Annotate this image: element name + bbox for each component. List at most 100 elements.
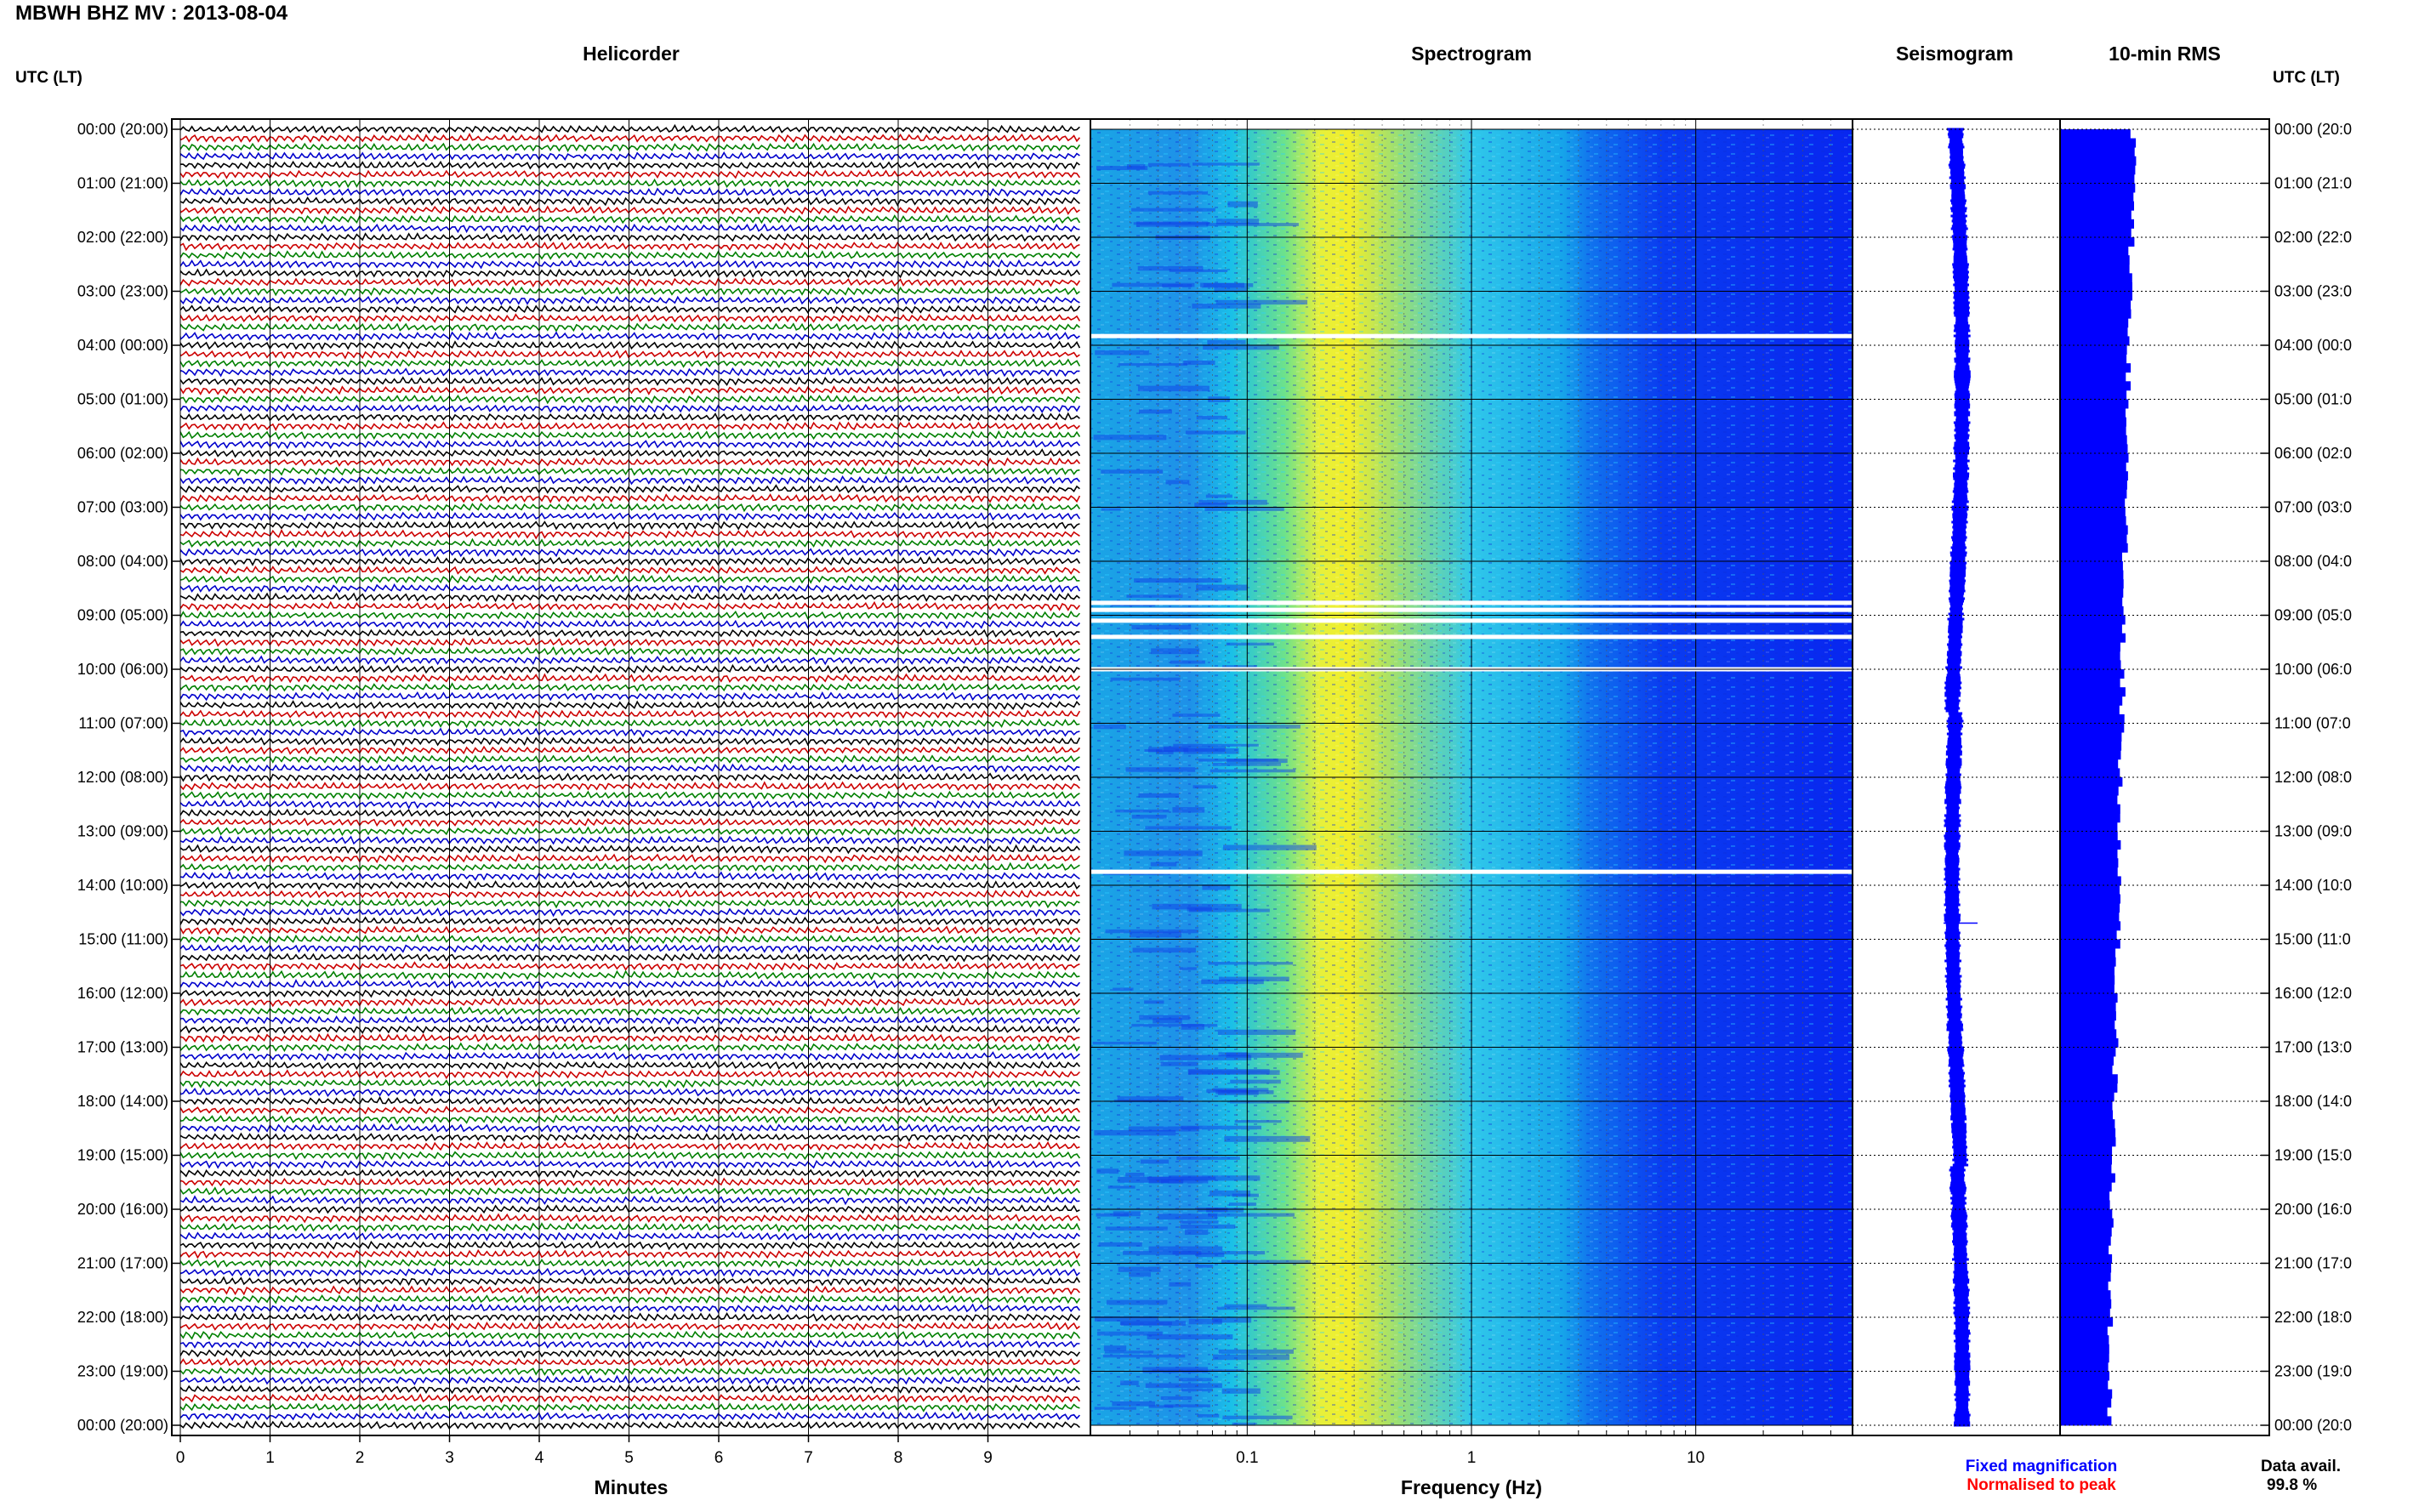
rms-bar — [2060, 588, 2124, 598]
spectrogram-streak — [1226, 1052, 1303, 1058]
hour-label-left: 19:00 (15:00) — [77, 1147, 168, 1164]
rms-bar — [2060, 948, 2116, 958]
spectrogram-streak — [1169, 269, 1228, 272]
rms-bar — [2060, 138, 2137, 148]
hour-label-right: 22:00 (18:0 — [2274, 1309, 2352, 1326]
spectrogram-streak — [1234, 1120, 1282, 1123]
spectrogram-streak — [1210, 1190, 1251, 1197]
hour-label-left: 08:00 (04:00) — [77, 553, 168, 570]
rms-bar — [2060, 426, 2126, 436]
rms-bar — [2060, 642, 2120, 652]
rms-bar — [2060, 1218, 2114, 1228]
rms-bar — [2060, 1182, 2112, 1192]
hour-label-right: 16:00 (12:0 — [2274, 985, 2352, 1002]
rms-bar — [2060, 1353, 2109, 1363]
spectrogram-streak — [1158, 1214, 1217, 1220]
helicorder-panel — [171, 118, 1091, 1436]
spectrogram-streak — [1222, 665, 1257, 668]
rms-bar — [2060, 173, 2135, 184]
minute-tick-label: 3 — [445, 1449, 454, 1467]
rms-bar — [2060, 1335, 2109, 1345]
rms-bar — [2060, 750, 2121, 760]
rms-bar — [2060, 1029, 2117, 1039]
minute-tick-label: 7 — [804, 1449, 813, 1467]
rms-bar — [2060, 975, 2115, 985]
rms-bar — [2060, 759, 2119, 769]
hour-label-left: 07:00 (03:00) — [77, 499, 168, 516]
spectrogram-streak — [1156, 750, 1174, 755]
spectrogram-streak — [1221, 1388, 1261, 1394]
rms-bar — [2060, 1173, 2115, 1183]
spectrogram-streak — [1137, 265, 1204, 271]
rms-bar — [2060, 389, 2127, 400]
rms-bar — [2060, 939, 2120, 949]
hour-label-right: 19:00 (15:0 — [2274, 1147, 2352, 1164]
rms-bar — [2060, 327, 2128, 337]
spectrogram-streak — [1160, 1179, 1209, 1184]
rms-bar — [2060, 246, 2129, 256]
rms-bar — [2060, 605, 2124, 616]
minute-tick-label: 1 — [265, 1449, 275, 1467]
rms-bar — [2060, 543, 2128, 553]
spectrogram-streak — [1179, 967, 1197, 970]
rms-bar — [2060, 579, 2124, 589]
minute-tick-label: 8 — [894, 1449, 903, 1467]
hour-label-left: 16:00 (12:00) — [77, 985, 168, 1002]
minute-tick-label: 4 — [535, 1449, 544, 1467]
hour-label-right: 03:00 (23:0 — [2274, 283, 2352, 300]
rms-bar — [2060, 633, 2126, 643]
legend-normalised-to-peak: Normalised to peak — [1967, 1476, 2116, 1494]
spectrogram-streak — [1096, 1168, 1119, 1174]
spectrogram-streak — [1126, 594, 1183, 598]
spectrogram-streak — [1173, 743, 1259, 747]
hour-label-right: 18:00 (14:0 — [2274, 1093, 2352, 1110]
spectrogram-streak — [1105, 929, 1198, 934]
rms-bar — [2060, 471, 2128, 481]
rms-bar — [2060, 821, 2118, 832]
rms-bar — [2060, 435, 2127, 445]
spectrogram-streak — [1096, 166, 1148, 170]
hour-label-right: 13:00 (09:0 — [2274, 823, 2352, 840]
spectrogram-streak — [1185, 1229, 1209, 1236]
spectrogram-streak — [1232, 1422, 1255, 1426]
plot-title: MBWH BHZ MV : 2013-08-04 — [15, 2, 288, 25]
spectrogram-streak — [1212, 763, 1281, 766]
spectrogram-streak — [1113, 987, 1134, 991]
spectrogram-streak — [1176, 1157, 1240, 1160]
rms-bar — [2060, 1083, 2118, 1093]
rms-bar — [2060, 291, 2132, 301]
spectrogram-title: Spectrogram — [1411, 43, 1532, 65]
hour-label-right: 14:00 (10:0 — [2274, 877, 2352, 894]
spectrogram-streak — [1192, 303, 1261, 309]
spectrogram-streak — [1185, 430, 1246, 435]
spectrogram-streak — [1112, 282, 1195, 287]
hour-label-left: 06:00 (02:00) — [77, 445, 168, 462]
spectrogram-streak — [1196, 1253, 1225, 1258]
spectrogram-streak — [1140, 1159, 1170, 1164]
rms-bar — [2060, 552, 2122, 562]
spectrogram-streak — [1098, 1242, 1142, 1247]
spectrogram-streak — [1113, 1211, 1141, 1217]
legend-fixed-magnification: Fixed magnification — [1965, 1458, 2118, 1475]
spectrogram-streak — [1147, 1334, 1233, 1339]
hour-label-right: 12:00 (08:0 — [2274, 769, 2352, 786]
hour-label-right: 09:00 (05:0 — [2274, 607, 2352, 624]
rms-bar — [2060, 984, 2114, 994]
spectrogram-streak — [1215, 219, 1260, 225]
spectrogram-streak — [1120, 1321, 1186, 1327]
spectrogram-streak — [1218, 1052, 1249, 1057]
spectrogram-streak — [1170, 660, 1205, 664]
hour-label-left: 09:00 (05:00) — [77, 607, 168, 624]
rms-bar — [2060, 237, 2135, 247]
spectrogram-streak — [1212, 1088, 1269, 1092]
hour-label-right: 20:00 (16:0 — [2274, 1201, 2352, 1218]
hour-label-right: 21:00 (17:0 — [2274, 1255, 2352, 1272]
spectrogram-streak — [1110, 677, 1181, 681]
spectrogram-streak — [1145, 826, 1232, 830]
rms-bar — [2060, 1299, 2112, 1309]
spectrogram-streak — [1183, 361, 1215, 366]
rms-bar — [2060, 507, 2126, 517]
hour-label-left: 15:00 (11:00) — [78, 931, 168, 948]
spectrogram-streak — [1205, 494, 1232, 498]
